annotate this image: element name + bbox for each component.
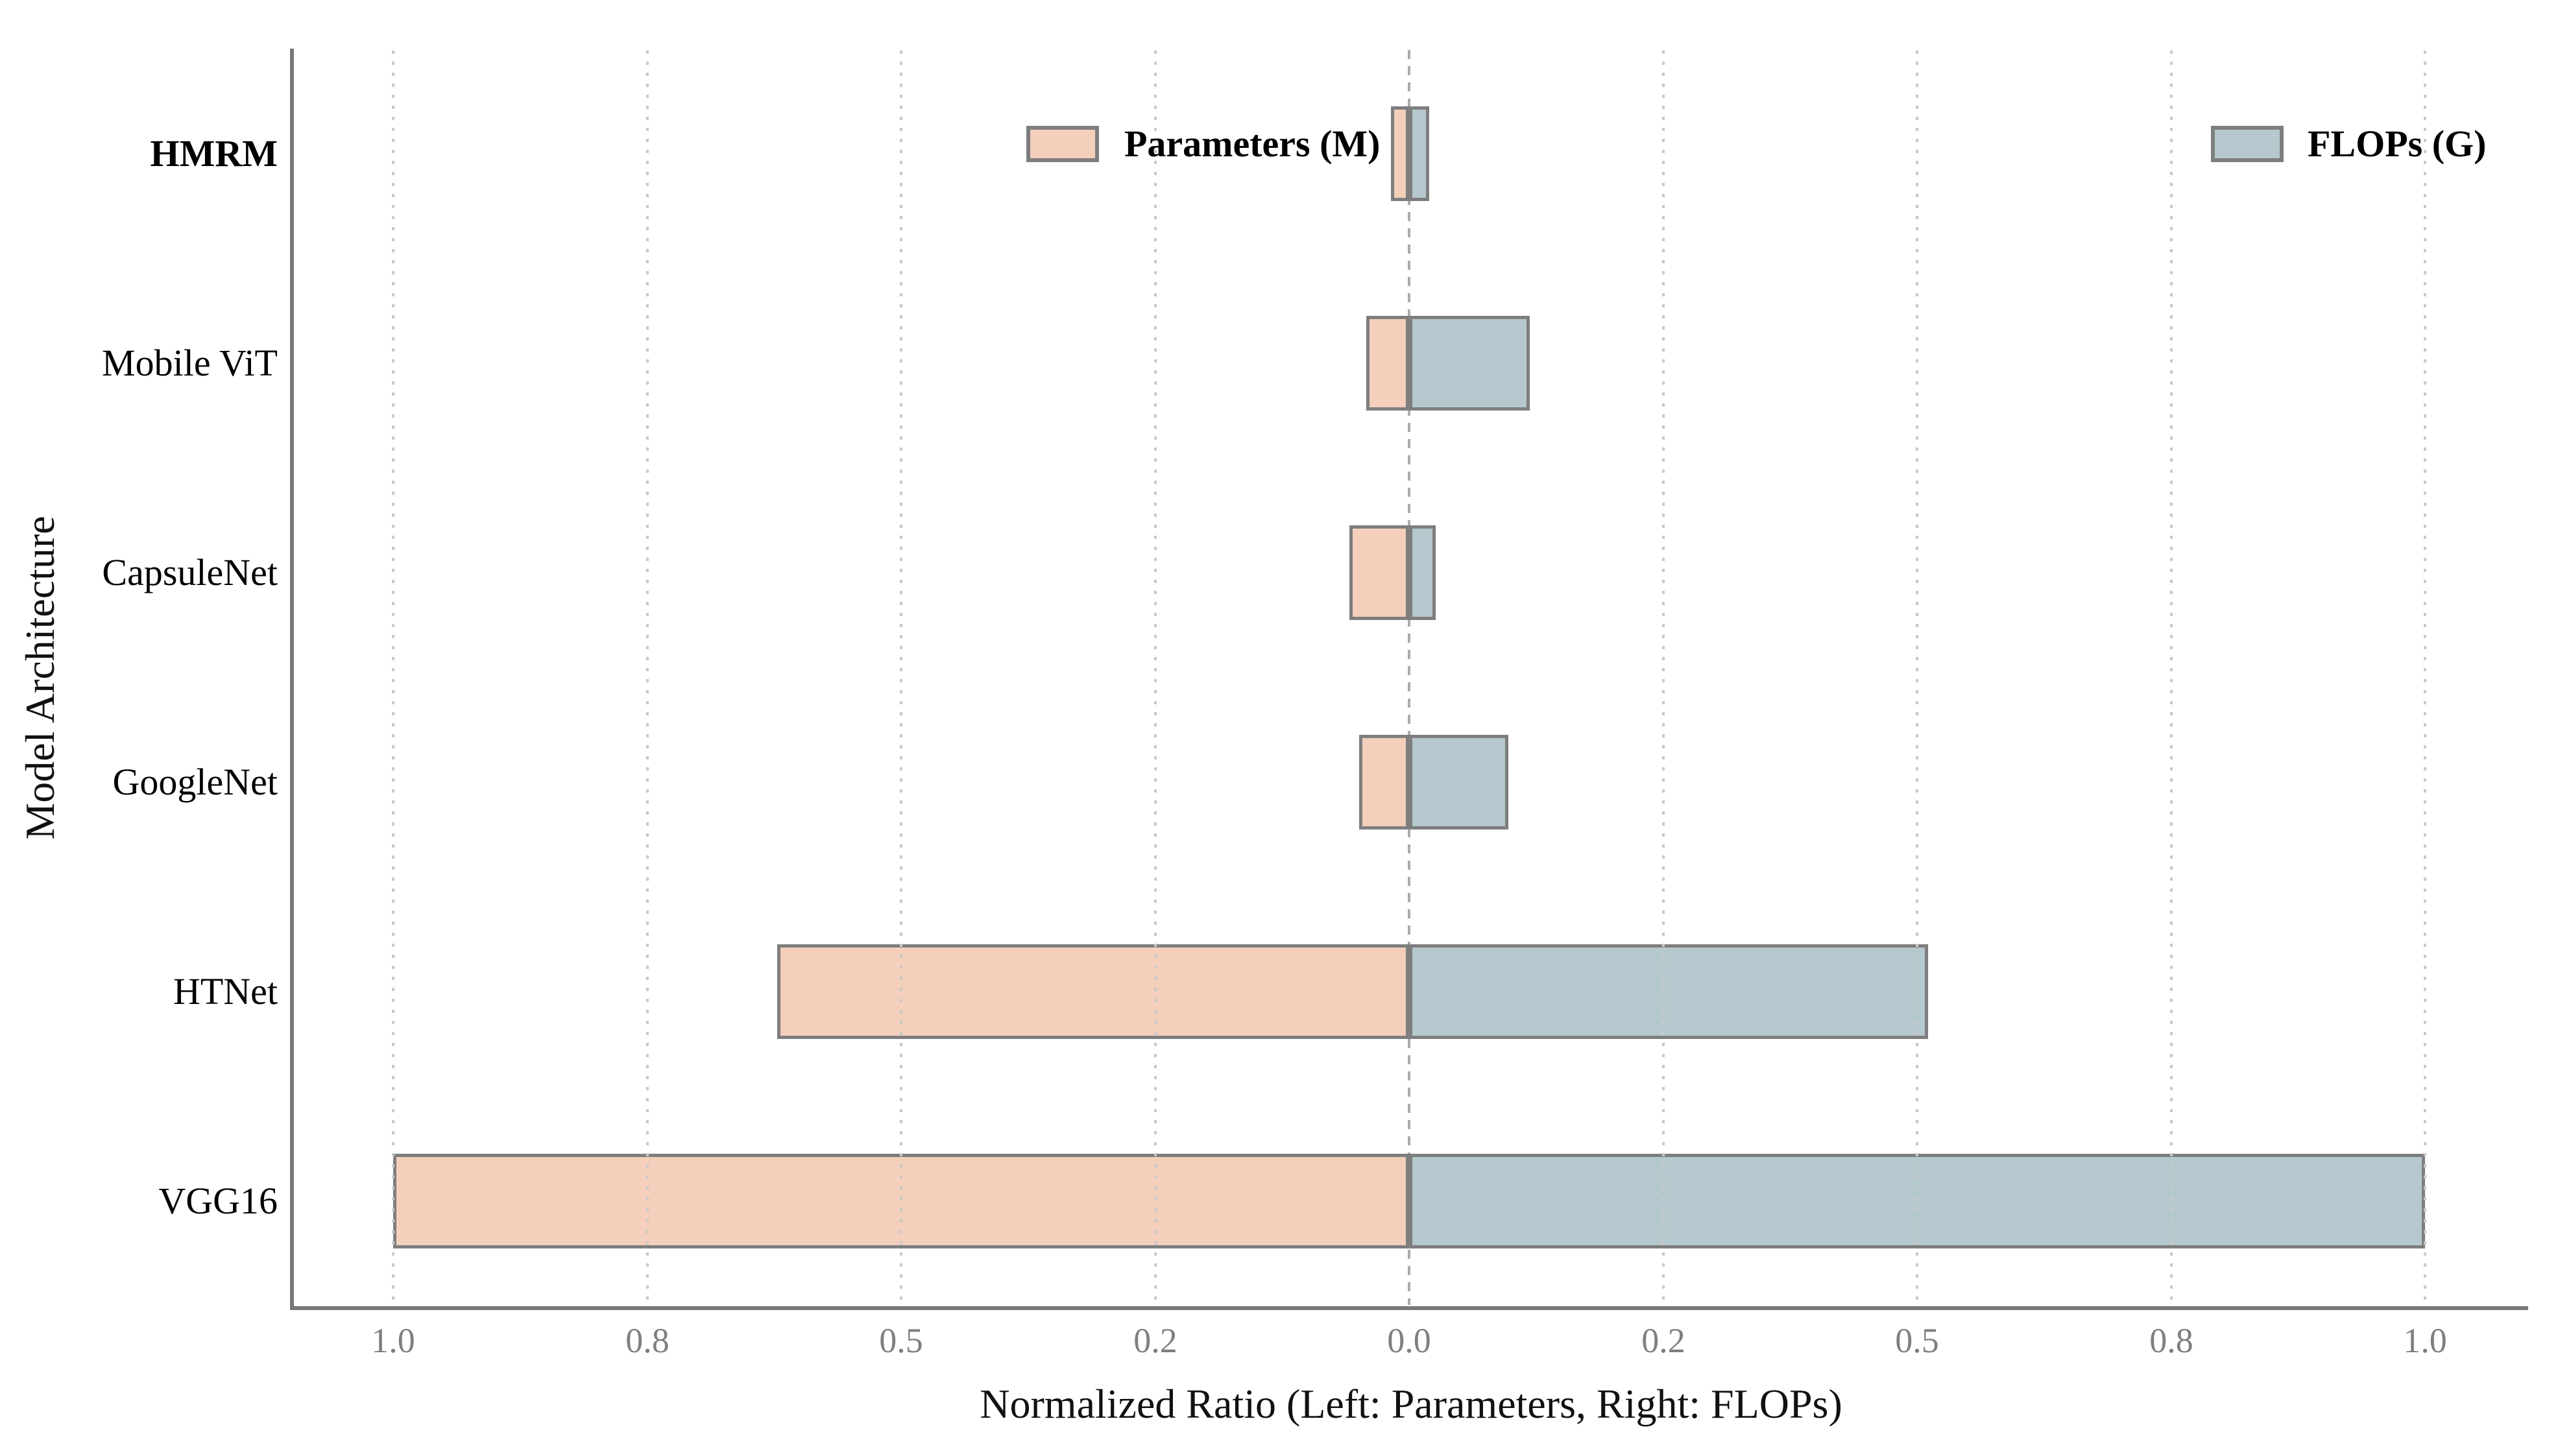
- y-axis-title: Model Architecture: [17, 516, 63, 840]
- x-tick-label-0: 1.0: [371, 1321, 415, 1360]
- x-tick-label-6: 0.5: [1895, 1321, 1939, 1360]
- x-tick-label-2: 0.5: [879, 1321, 923, 1360]
- bar-flops-g-mobile-vit: [1409, 316, 1530, 411]
- x-tick-label-7: 0.8: [2149, 1321, 2193, 1360]
- gridline: [1916, 51, 1918, 1304]
- bar-parameters-m-googlenet: [1359, 735, 1409, 829]
- bar-flops-g-htnet: [1409, 944, 1928, 1039]
- bar-parameters-m-capsulenet: [1349, 525, 1409, 620]
- gridline: [2170, 51, 2173, 1304]
- bar-flops-g-capsulenet: [1409, 525, 1436, 620]
- legend-label-flops-g: FLOPs (G): [2308, 123, 2487, 165]
- x-tick-label-1: 0.8: [625, 1321, 670, 1360]
- legend-swatch-flops-g: [2211, 126, 2284, 162]
- bar-parameters-m-hmrm: [1391, 106, 1409, 201]
- x-axis-spine: [290, 1306, 2528, 1310]
- gridline: [1154, 51, 1157, 1304]
- bar-flops-g-googlenet: [1409, 735, 1508, 829]
- gridline: [2424, 51, 2426, 1304]
- y-category-label-vgg16: VGG16: [158, 1180, 278, 1222]
- x-axis-title: Normalized Ratio (Left: Parameters, Righ…: [980, 1381, 1842, 1427]
- x-tick-label-4: 0.0: [1387, 1321, 1431, 1360]
- y-category-label-hmrm: HMRM: [150, 132, 278, 174]
- zero-gridline: [1408, 50, 1410, 1305]
- bar-parameters-m-htnet: [777, 944, 1409, 1039]
- y-category-label-googlenet: GoogleNet: [112, 761, 278, 803]
- legend-label-parameters-m: Parameters (M): [1124, 123, 1381, 165]
- x-tick-label-3: 0.2: [1133, 1321, 1177, 1360]
- y-category-label-mobile-vit: Mobile ViT: [102, 342, 278, 384]
- gridline: [392, 51, 394, 1304]
- bar-flops-g-hmrm: [1409, 106, 1429, 201]
- y-category-label-htnet: HTNet: [173, 970, 278, 1012]
- gridline: [646, 51, 649, 1304]
- x-tick-label-5: 0.2: [1641, 1321, 1685, 1360]
- gridline: [1662, 51, 1665, 1304]
- gridline: [900, 51, 902, 1304]
- y-category-label-capsulenet: CapsuleNet: [102, 551, 278, 593]
- x-tick-label-8: 1.0: [2403, 1321, 2447, 1360]
- legend-swatch-parameters-m: [1026, 126, 1099, 162]
- y-axis-spine: [290, 49, 294, 1310]
- bar-parameters-m-mobile-vit: [1366, 316, 1409, 411]
